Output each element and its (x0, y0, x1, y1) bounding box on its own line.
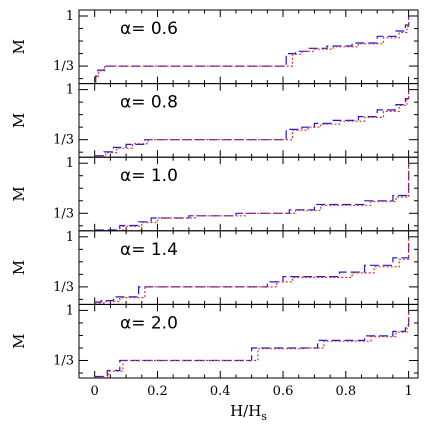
alpha-label-4: α= 2.0 (120, 313, 178, 333)
y-tick-label-4-1: 1 (66, 303, 74, 318)
x-tick-label-0: 0 (91, 384, 99, 399)
series-dashed-2 (94, 163, 410, 231)
x-tick-label-5: 1 (404, 384, 412, 399)
alpha-label-0: α= 0.6 (120, 19, 178, 39)
y-axis-label-2: M (10, 186, 28, 201)
series-dotted-3 (94, 236, 410, 304)
x-tick-label-3: 0.6 (273, 384, 294, 399)
y-tick-label-2-1: 1 (66, 156, 74, 171)
y-axis-label-1: M (10, 113, 28, 128)
panel-frame-4 (78, 303, 419, 379)
x-tick-label-2: 0.4 (210, 384, 231, 399)
y-axis-label-4: M (10, 334, 28, 349)
series-dotted-2 (94, 163, 410, 232)
series-dotted-0 (94, 16, 410, 83)
alpha-label-1: α= 0.8 (120, 93, 178, 113)
series-dashed-0 (94, 16, 410, 82)
y-tick-label-1-1: 1 (66, 83, 74, 98)
alpha-label-3: α= 1.4 (120, 240, 178, 260)
series-dotted-1 (94, 89, 410, 157)
x-tick-label-4: 0.8 (335, 384, 356, 399)
series-dotted-4 (94, 310, 410, 378)
y-tick-label-4-0: 1/3 (53, 353, 74, 368)
series-dashed-3 (94, 236, 410, 303)
y-axis-label-3: M (10, 260, 28, 275)
y-tick-label-0-1: 1 (66, 9, 74, 24)
y-tick-label-0-0: 1/3 (53, 59, 74, 74)
y-tick-label-2-0: 1/3 (53, 206, 74, 221)
y-tick-label-1-0: 1/3 (53, 133, 74, 148)
y-axis-label-0: M (10, 39, 28, 54)
x-axis-label: H/Hs (230, 402, 267, 423)
x-axis-label-subscript: s (261, 410, 267, 423)
x-tick-label-1: 0.2 (147, 384, 168, 399)
y-tick-label-3-1: 1 (66, 230, 74, 245)
alpha-label-2: α= 1.0 (120, 166, 178, 186)
y-tick-label-3-0: 1/3 (53, 280, 74, 295)
series-dashed-1 (94, 89, 410, 157)
